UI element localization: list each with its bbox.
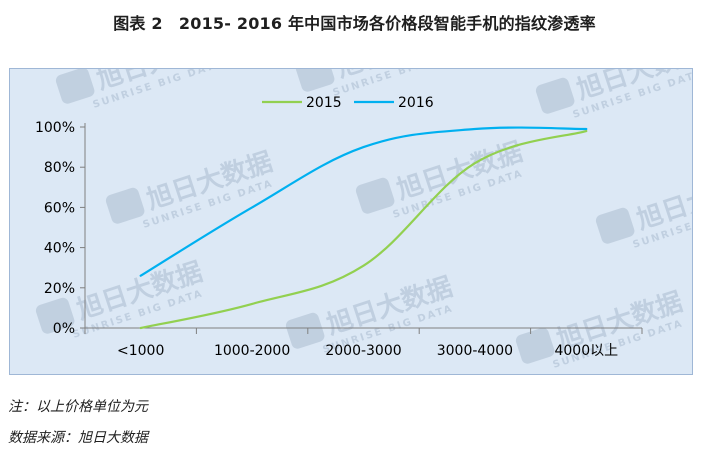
unit-note: 注：以上价格单位为元 <box>8 399 148 415</box>
watermark-logo-icon <box>595 207 635 244</box>
legend-label-2016: 2016 <box>398 95 434 111</box>
source-note: 数据来源：旭日大数据 <box>8 430 148 446</box>
y-tick-label: 20% <box>44 281 75 297</box>
x-tick-label: 4000以上 <box>554 343 618 359</box>
x-tick-label: 3000-4000 <box>437 343 513 359</box>
series-line-2015 <box>139 129 588 330</box>
legend-label-2015: 2015 <box>306 95 342 111</box>
watermark-logo-icon <box>55 69 95 104</box>
y-tick-label: 0% <box>53 321 75 337</box>
axes: 0% 20% 40% 60% 80% 100% <1000 1000-2000 2000-300… <box>35 120 643 359</box>
x-tick-label: <1000 <box>117 343 164 359</box>
x-tick-label: 1000-2000 <box>214 343 290 359</box>
watermark-logo-icon <box>515 327 555 364</box>
chart-title: 图表 2 2015- 2016 年中国市场各价格段智能手机的指纹渗透率 <box>113 14 596 33</box>
legend: 2015 2016 <box>262 95 434 111</box>
watermark-logo-icon <box>295 69 335 92</box>
y-tick-label: 80% <box>44 160 75 176</box>
y-tick-label: 60% <box>44 200 75 216</box>
y-tick-label: 40% <box>44 241 75 257</box>
watermark-logo-icon <box>285 312 325 349</box>
series-line-2016 <box>139 126 588 277</box>
watermark-logo-icon <box>355 177 395 214</box>
y-tick-label: 100% <box>35 120 75 136</box>
watermark-logo-icon <box>35 297 75 334</box>
watermark-logo-icon <box>535 77 575 114</box>
series-layer <box>139 126 588 330</box>
x-tick-label: 2000-3000 <box>325 343 401 359</box>
watermark-logo-icon <box>105 187 145 224</box>
